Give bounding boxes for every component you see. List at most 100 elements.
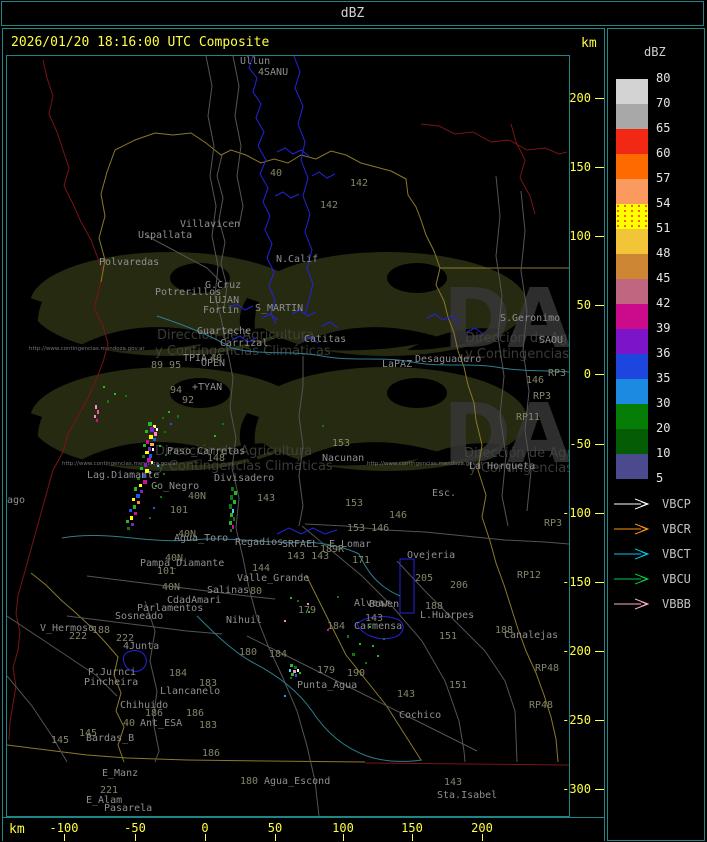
- map-label: Nacunan: [322, 453, 365, 464]
- radar-echo-pixel: [295, 674, 297, 677]
- radar-echo-pixel: [383, 638, 385, 640]
- radar-echo-pixel: [347, 635, 349, 638]
- map-label: Divisadero: [214, 473, 275, 484]
- map-label: Catitas: [304, 334, 347, 345]
- x-axis-tick: [64, 834, 65, 841]
- map-label: Paso_Carretas: [167, 446, 246, 457]
- y-axis-tick: [595, 98, 604, 99]
- y-axis-tick: [595, 167, 604, 168]
- watermark-url: http://www.contingencias.mendoza.gov.ar: [29, 346, 145, 352]
- map-label: Regadios: [235, 537, 284, 548]
- y-axis-label: -150: [562, 575, 591, 589]
- x-axis-label: 50: [267, 821, 283, 835]
- map-label: Canalejas: [504, 630, 559, 641]
- map-label: E_Alam: [86, 795, 123, 806]
- map-label: Polvaredas: [99, 257, 160, 268]
- y-axis-tick: [595, 582, 604, 583]
- map-label: RP3: [548, 368, 567, 379]
- vector-label: VBCU: [662, 572, 691, 586]
- radar-echo-pixel: [136, 494, 140, 498]
- map-label: Ullun: [240, 56, 271, 67]
- y-axis-tick: [595, 236, 604, 237]
- map-label: 145: [79, 728, 98, 739]
- dbz-band: [616, 279, 648, 304]
- dbz-band: [616, 129, 648, 154]
- dbz-band: [616, 79, 648, 104]
- radar-echo-pixel: [214, 435, 216, 437]
- map-label: Carrizal: [220, 338, 269, 349]
- map-label: TPIA: [183, 353, 208, 364]
- radar-echo-pixel: [137, 477, 140, 480]
- y-axis-tick: [595, 305, 604, 306]
- map-label: Bowen: [369, 599, 400, 610]
- map-label: LaPAZ: [382, 359, 413, 370]
- radar-echo-pixel: [149, 435, 153, 439]
- map-label: 180: [239, 647, 258, 658]
- radar-echo-pixel: [160, 496, 162, 498]
- dbz-band: [616, 179, 648, 204]
- radar-echo-pixel: [97, 410, 99, 414]
- radar-echo-pixel: [297, 600, 299, 602]
- radar-echo-pixel: [145, 451, 149, 454]
- map-label: LUJAN: [209, 295, 240, 306]
- y-axis-label: 0: [583, 367, 591, 381]
- radar-echo-pixel: [152, 448, 154, 451]
- country-border: [510, 123, 536, 215]
- dbz-band-label: 48: [656, 246, 671, 260]
- map-label: 40N: [178, 529, 197, 540]
- radar-echo-pixel: [107, 400, 109, 403]
- legend-title: dBZ: [644, 45, 666, 59]
- watermark-line2: y Contingencias Climáticas: [157, 459, 333, 474]
- watermark-line1: Dirección de Agricultura: [464, 446, 569, 461]
- map-label: Uspallata: [138, 230, 193, 241]
- dbz-band-label: 36: [656, 346, 671, 360]
- map-label: Fortin: [203, 305, 240, 316]
- y-axis-tick: [595, 789, 604, 790]
- radar-echo-pixel: [170, 423, 172, 425]
- radar-echo-pixel: [165, 454, 167, 456]
- x-axis-tick: [482, 834, 483, 841]
- radar-echo-pixel: [230, 495, 233, 500]
- map-label: S.Geronimo: [500, 313, 561, 324]
- map-label: N.Calif: [276, 254, 319, 265]
- province-border: [114, 132, 477, 421]
- radar-echo-pixel: [322, 425, 324, 427]
- map-label: Ovejeria: [407, 550, 456, 561]
- radar-echo-pixel: [127, 527, 130, 530]
- y-axis-label: 100: [569, 229, 591, 243]
- radar-echo-pixel: [293, 670, 296, 673]
- map-label: G.Cruz: [205, 280, 242, 291]
- radar-echo-pixel: [159, 445, 161, 447]
- radar-echo-pixel: [130, 516, 133, 520]
- map-label: 4Junta: [123, 641, 160, 652]
- watermark-line2: y Contingencias Climáticas: [155, 344, 331, 359]
- map-label: OPEN: [201, 358, 226, 369]
- dbz-band-label: 70: [656, 96, 671, 110]
- dbz-band-label: 39: [656, 321, 671, 335]
- map-label: V_Hermoso: [40, 623, 95, 634]
- radar-echo-pixel: [134, 487, 137, 491]
- map-label: 40N: [188, 491, 207, 502]
- map-label: Sta.Isabel: [437, 790, 498, 801]
- x-axis-tick: [135, 834, 136, 841]
- dbz-band: [616, 104, 648, 129]
- x-axis-tick: [275, 834, 276, 841]
- dbz-band: [616, 304, 648, 329]
- radar-echo-pixel: [140, 467, 143, 470]
- radar-echo-pixel: [307, 603, 309, 605]
- river-lines-teal: [61, 315, 569, 762]
- province-border: [30, 572, 125, 763]
- radar-echo-pixel: [157, 465, 159, 467]
- y-axis-unit-label: km: [581, 36, 597, 51]
- vector-legend-row: VBCP: [614, 498, 702, 512]
- map-label: Chihuido: [120, 700, 169, 711]
- map-label: Ant_ESA: [140, 718, 183, 729]
- radar-echo-pixel: [232, 525, 234, 529]
- map-label: Llancanelo: [160, 686, 221, 697]
- map-label: Lag.Diamante: [87, 470, 160, 481]
- dbz-band: [616, 379, 648, 404]
- map-label: Salinas: [207, 585, 250, 596]
- radar-map[interactable]: DACC DACC Dirección de Agricultura y Con…: [6, 55, 570, 817]
- map-label: 94: [170, 385, 183, 396]
- map-label: RP48: [535, 663, 560, 674]
